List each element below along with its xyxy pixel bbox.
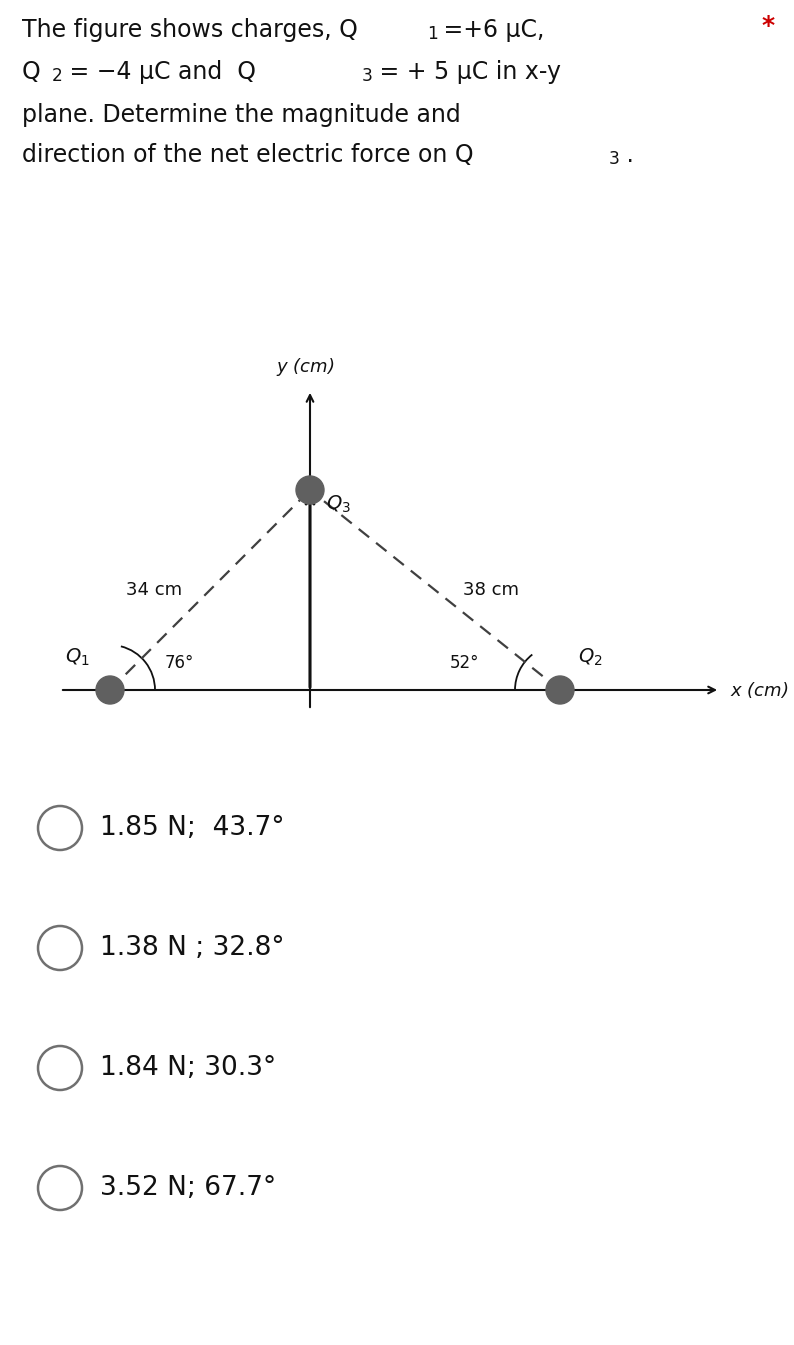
- Text: = −4 μC and  Q: = −4 μC and Q: [62, 61, 256, 83]
- Text: 1.38 N ; 32.8°: 1.38 N ; 32.8°: [100, 935, 284, 960]
- Text: $\mathit{Q}_2$: $\mathit{Q}_2$: [578, 647, 603, 668]
- Circle shape: [546, 677, 574, 703]
- Text: Q: Q: [22, 61, 40, 83]
- Text: $x$ (cm): $x$ (cm): [730, 681, 788, 699]
- Text: .: .: [619, 143, 634, 167]
- Text: $\mathit{Q}_3$: $\mathit{Q}_3$: [326, 494, 351, 515]
- Text: 3: 3: [362, 67, 373, 85]
- Text: The figure shows charges, Q: The figure shows charges, Q: [22, 17, 358, 42]
- Circle shape: [96, 677, 124, 703]
- Circle shape: [296, 476, 324, 504]
- Text: direction of the net electric force on Q: direction of the net electric force on Q: [22, 143, 474, 167]
- Text: 3: 3: [609, 151, 620, 168]
- Text: 38 cm: 38 cm: [463, 581, 519, 599]
- Text: 2: 2: [52, 67, 63, 85]
- Text: 34 cm: 34 cm: [126, 581, 182, 599]
- Text: $\mathit{Q}_1$: $\mathit{Q}_1$: [65, 647, 90, 668]
- Text: =+6 μC,: =+6 μC,: [436, 17, 545, 42]
- Text: 1.85 N;  43.7°: 1.85 N; 43.7°: [100, 815, 284, 841]
- Text: plane. Determine the magnitude and: plane. Determine the magnitude and: [22, 104, 461, 126]
- Text: 76°: 76°: [165, 654, 195, 672]
- Text: 1: 1: [427, 26, 437, 43]
- Text: 1.84 N; 30.3°: 1.84 N; 30.3°: [100, 1054, 276, 1081]
- Text: = + 5 μC in x-y: = + 5 μC in x-y: [372, 61, 561, 83]
- Text: 52°: 52°: [450, 654, 480, 672]
- Text: 3.52 N; 67.7°: 3.52 N; 67.7°: [100, 1176, 276, 1201]
- Text: $y$ (cm): $y$ (cm): [276, 356, 334, 378]
- Text: *: *: [762, 13, 775, 38]
